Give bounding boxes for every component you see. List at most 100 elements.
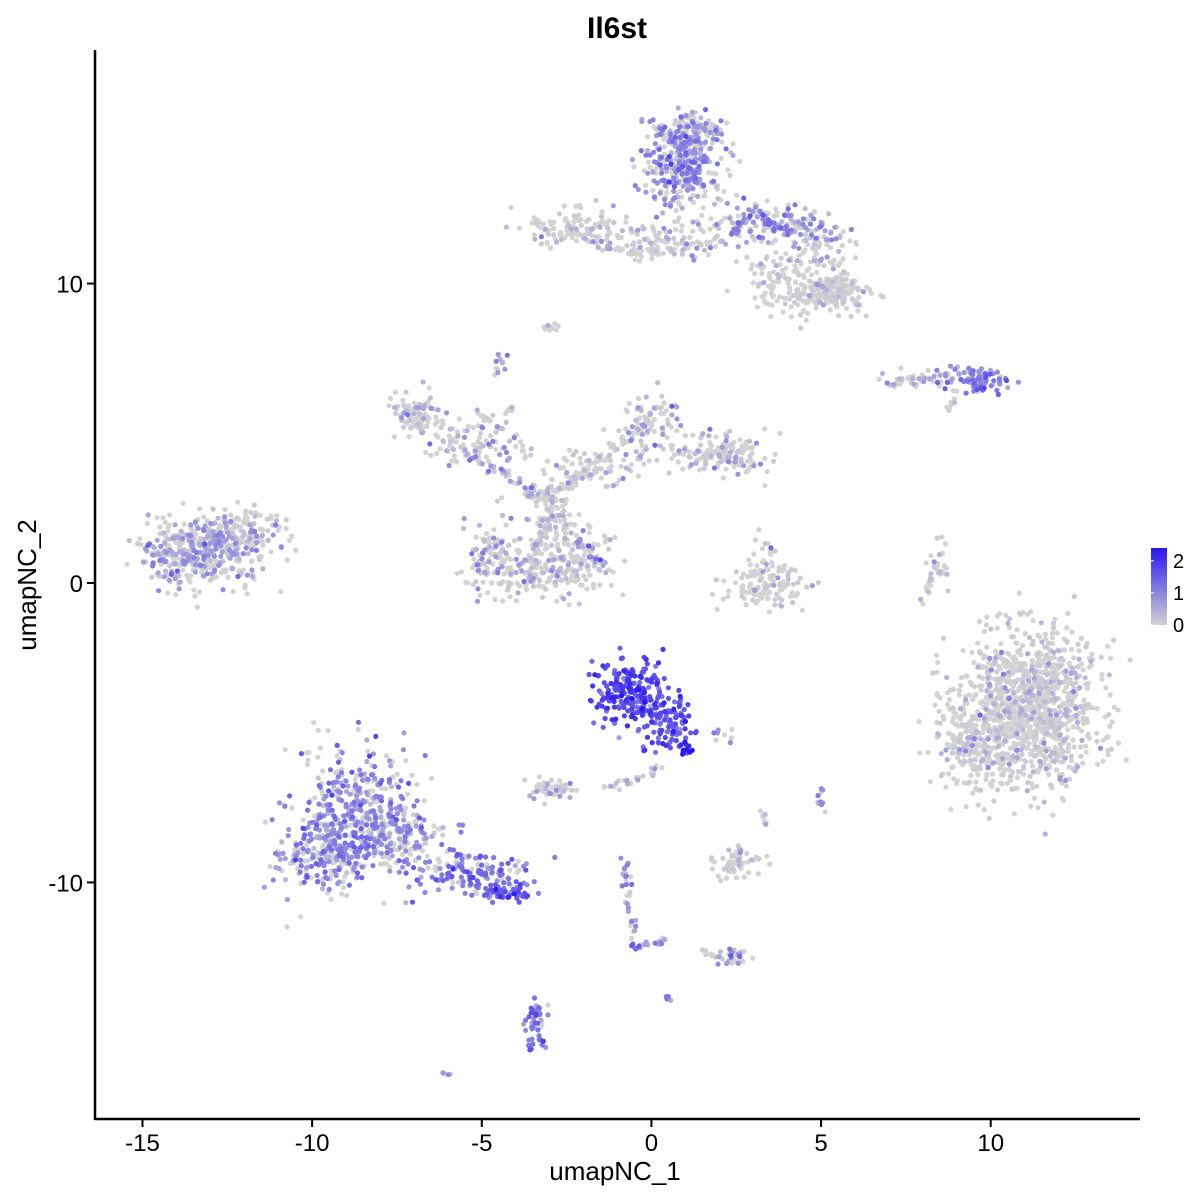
- cell-point: [797, 231, 804, 238]
- cell-point: [421, 798, 427, 804]
- cell-point: [969, 650, 975, 656]
- cell-point: [984, 688, 990, 694]
- cell-point: [725, 167, 731, 173]
- cell-point: [559, 577, 565, 584]
- cell-point: [559, 497, 565, 504]
- cell-point: [1001, 731, 1007, 737]
- cell-point: [856, 294, 862, 300]
- cell-point: [408, 846, 414, 852]
- cell-point: [412, 857, 418, 864]
- cell-point: [124, 561, 130, 567]
- cell-point: [720, 855, 726, 861]
- cell-point: [175, 534, 181, 540]
- cell-point: [427, 395, 434, 401]
- cell-point: [963, 673, 969, 679]
- cell-point: [601, 427, 607, 433]
- cell-point: [1068, 670, 1074, 677]
- cell-point: [251, 502, 257, 508]
- cell-point: [663, 408, 669, 414]
- cell-point: [502, 366, 508, 372]
- cell-point: [440, 1070, 446, 1076]
- cell-point: [1106, 711, 1112, 718]
- cell-point: [1032, 733, 1038, 739]
- cell-point: [1014, 774, 1021, 781]
- cell-point: [947, 697, 953, 703]
- cell-point: [773, 249, 779, 255]
- cell-point: [940, 635, 947, 642]
- cell-point: [585, 563, 591, 569]
- cell-point: [440, 832, 446, 838]
- cell-point: [1034, 783, 1040, 789]
- cell-point: [619, 228, 626, 234]
- cell-point: [708, 216, 714, 222]
- cell-point: [758, 595, 765, 601]
- cell-point: [1056, 704, 1062, 710]
- cell-point: [690, 228, 696, 234]
- cell-point: [698, 146, 704, 152]
- cell-point: [724, 200, 730, 206]
- cell-point: [578, 561, 584, 567]
- cell-point: [715, 873, 721, 879]
- cell-point: [473, 579, 479, 585]
- cell-point: [773, 263, 779, 269]
- cell-point: [751, 463, 757, 469]
- cell-point: [184, 572, 190, 578]
- cell-point: [1024, 734, 1030, 740]
- cell-point: [1014, 755, 1020, 761]
- cell-point: [483, 454, 489, 460]
- cell-point: [635, 396, 642, 402]
- cell-point: [766, 283, 772, 289]
- cell-point: [1013, 640, 1019, 646]
- cell-point: [762, 426, 768, 432]
- cell-point: [1099, 671, 1105, 678]
- cell-point: [577, 202, 583, 208]
- cell-point: [760, 569, 766, 575]
- cell-point: [623, 465, 629, 471]
- cell-point: [853, 241, 860, 247]
- cell-point: [511, 538, 518, 544]
- cell-point: [501, 571, 507, 577]
- cell-point: [958, 732, 964, 738]
- cell-point: [712, 201, 718, 207]
- cell-point: [1005, 620, 1011, 626]
- cell-point: [173, 592, 179, 598]
- cell-point: [1063, 707, 1069, 713]
- cell-point: [956, 371, 962, 377]
- cell-point: [795, 219, 801, 225]
- cell-point: [938, 773, 944, 779]
- cell-point: [1019, 661, 1025, 668]
- cell-point: [578, 222, 584, 228]
- cell-point: [762, 290, 768, 296]
- cell-point: [636, 239, 643, 245]
- cell-point: [1014, 627, 1020, 633]
- cell-point: [950, 764, 956, 770]
- cell-point: [197, 542, 203, 548]
- cell-point: [437, 865, 443, 872]
- cell-point: [1089, 651, 1095, 657]
- cell-point: [533, 503, 540, 509]
- cell-point: [1046, 772, 1052, 778]
- cell-point: [1031, 709, 1037, 716]
- cell-point: [973, 748, 979, 754]
- cell-point: [746, 444, 752, 450]
- cell-point: [832, 224, 838, 230]
- cell-point: [957, 758, 963, 765]
- cell-point: [270, 532, 276, 538]
- cell-point: [494, 424, 500, 430]
- cell-point: [809, 583, 816, 589]
- cell-point: [763, 821, 769, 827]
- cell-point: [487, 535, 493, 541]
- cell-point: [305, 757, 311, 763]
- cell-point: [405, 403, 412, 409]
- cell-point: [758, 261, 764, 267]
- cell-point: [730, 141, 736, 147]
- cell-point: [637, 453, 643, 459]
- cell-point: [975, 640, 981, 646]
- cell-point: [243, 508, 249, 514]
- cell-point: [811, 241, 818, 247]
- cell-point: [775, 575, 781, 581]
- cell-point: [556, 485, 562, 491]
- cell-point: [790, 292, 796, 299]
- cell-point: [555, 541, 561, 547]
- cell-point: [735, 471, 741, 477]
